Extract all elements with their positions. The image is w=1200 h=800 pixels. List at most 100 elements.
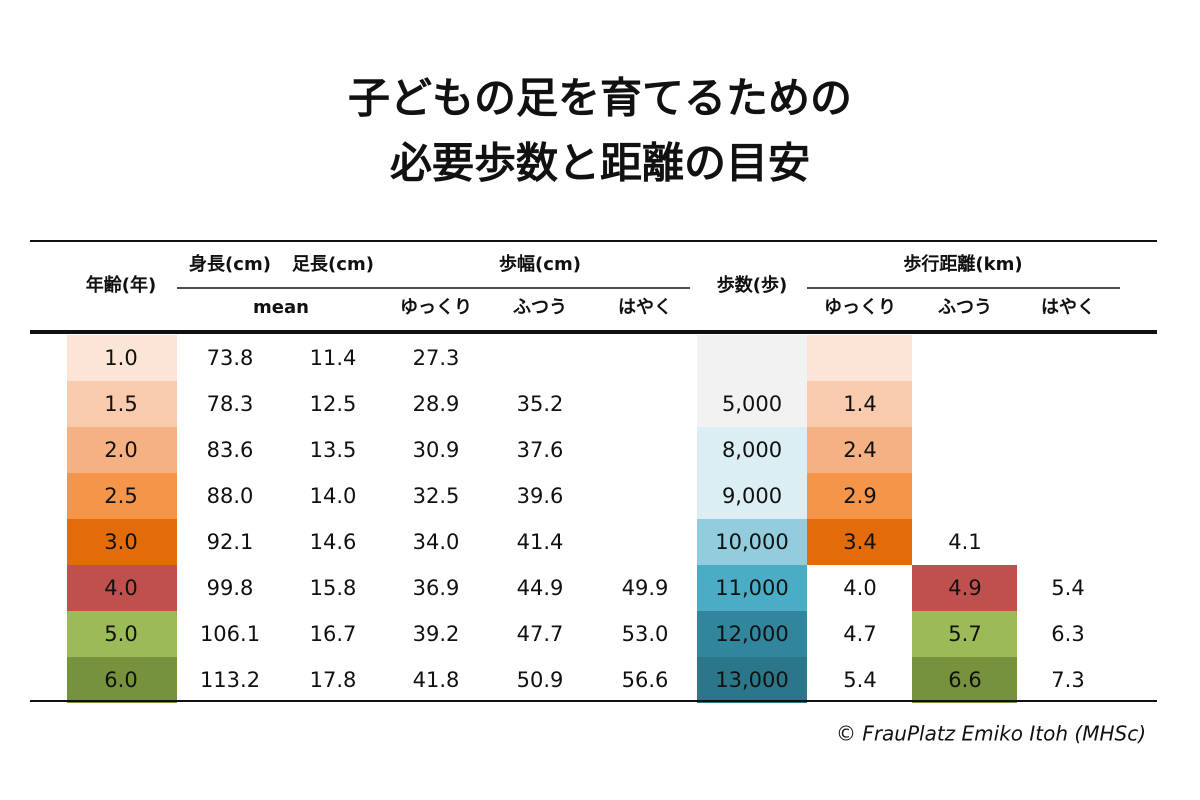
cell: 12,000	[715, 622, 788, 646]
header: ゆっくり	[824, 297, 896, 318]
cell: 99.8	[207, 576, 254, 600]
credit: © FrauPlatz Emiko Itoh (MHSc)	[836, 722, 1146, 746]
cell: 13,000	[715, 668, 788, 692]
cell: 6.3	[1051, 622, 1084, 646]
header: 歩数(歩)	[717, 274, 787, 296]
cell: 8,000	[722, 438, 782, 462]
cell-fill	[697, 335, 807, 381]
table-body: 1.0 73.8 11.4 27.3 1.5 78.3 12.5 28.9 35.2 5,000 1…	[67, 335, 1085, 703]
cell-fill	[807, 519, 912, 565]
cell: 41.4	[517, 530, 564, 554]
cell: 47.7	[517, 622, 564, 646]
cell: 78.3	[207, 392, 254, 416]
cell: 49.9	[622, 576, 669, 600]
header: ふつう	[938, 297, 992, 318]
cell-fill	[67, 611, 177, 657]
cell: 50.9	[517, 668, 564, 692]
cell: 27.3	[413, 346, 460, 370]
header: ゆっくり	[400, 297, 472, 318]
cell: 30.9	[413, 438, 460, 462]
cell: 14.6	[310, 530, 357, 554]
cell: 13.5	[310, 438, 357, 462]
cell: 1.4	[843, 392, 876, 416]
cell: 4.1	[948, 530, 981, 554]
header: 年齢(年)	[86, 274, 156, 296]
cell-fill	[697, 611, 807, 657]
cell-fill	[912, 611, 1017, 657]
cell: 36.9	[413, 576, 460, 600]
cell: 88.0	[207, 484, 254, 508]
cell: 5.4	[843, 668, 876, 692]
cell: 39.2	[413, 622, 460, 646]
cell: 5.7	[948, 622, 981, 646]
cell-fill	[697, 565, 807, 611]
cell: 4.7	[843, 622, 876, 646]
cell-fill	[697, 381, 807, 427]
cell: 6.0	[104, 668, 137, 692]
cell-fill	[67, 519, 177, 565]
cell: 15.8	[310, 576, 357, 600]
cell: 35.2	[517, 392, 564, 416]
cell: 11.4	[310, 346, 357, 370]
cell-fill	[67, 565, 177, 611]
cell: 1.0	[104, 346, 137, 370]
cell: 1.5	[104, 392, 137, 416]
cell-fill	[697, 657, 807, 703]
header: ふつう	[513, 297, 567, 318]
cell: 53.0	[622, 622, 669, 646]
cell: 44.9	[517, 576, 564, 600]
cell: 16.7	[310, 622, 357, 646]
cell-fill	[807, 427, 912, 473]
cell: 5.0	[104, 622, 137, 646]
cell: 4.9	[948, 576, 981, 600]
header: 足長(cm)	[292, 254, 374, 275]
title-line: 子どもの足を育てるための	[348, 74, 852, 123]
cell: 17.8	[310, 668, 357, 692]
cell: 5.4	[1051, 576, 1084, 600]
cell: 92.1	[207, 530, 254, 554]
cell: 34.0	[413, 530, 460, 554]
cell-fill	[807, 473, 912, 519]
cell: 2.4	[843, 438, 876, 462]
header: 身長(cm)	[189, 253, 271, 275]
cell: 14.0	[310, 484, 357, 508]
header: 歩行距離(km)	[903, 253, 1022, 275]
cell: 113.2	[200, 668, 260, 692]
cell: 37.6	[517, 438, 564, 462]
cell: 28.9	[413, 392, 460, 416]
title-line: 必要歩数と距離の目安	[390, 139, 810, 188]
cell-fill	[67, 381, 177, 427]
cell-fill	[697, 427, 807, 473]
header: はやく	[1041, 297, 1095, 318]
cell-fill	[807, 381, 912, 427]
cell-fill	[67, 427, 177, 473]
cell: 4.0	[104, 576, 137, 600]
cell: 11,000	[715, 576, 788, 600]
cell: 10,000	[715, 530, 788, 554]
cell: 2.0	[104, 438, 137, 462]
cell: 41.8	[413, 668, 460, 692]
cell: 32.5	[413, 484, 460, 508]
cell: 6.6	[948, 668, 981, 692]
cell: 7.3	[1051, 668, 1084, 692]
header: はやく	[618, 297, 672, 318]
cell-fill	[912, 565, 1017, 611]
cell: 39.6	[517, 484, 564, 508]
cell: 56.6	[622, 668, 669, 692]
cell: 106.1	[200, 622, 260, 646]
cell: 4.0	[843, 576, 876, 600]
cell: 9,000	[722, 484, 782, 508]
cell-fill	[697, 473, 807, 519]
cell-fill	[67, 657, 177, 703]
cell-fill	[697, 519, 807, 565]
cell: 2.9	[843, 484, 876, 508]
cell: 12.5	[310, 392, 357, 416]
cell: 2.5	[104, 484, 137, 508]
cell-fill	[67, 473, 177, 519]
header: mean	[253, 297, 309, 318]
header: 歩幅(cm)	[499, 253, 581, 275]
cell: 5,000	[722, 392, 782, 416]
